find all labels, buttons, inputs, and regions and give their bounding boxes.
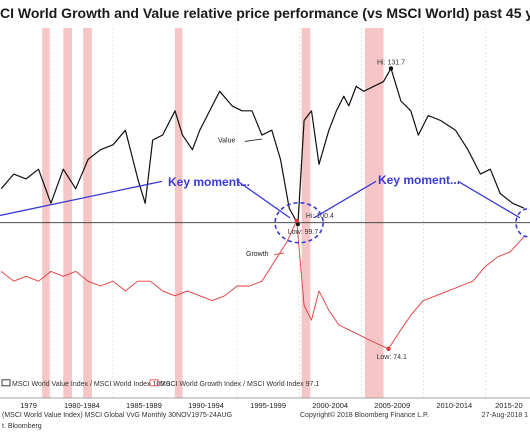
- shaded-periods: [42, 28, 384, 398]
- footer-date: 27-Aug-2018 1: [482, 412, 528, 419]
- shaded-period-3: [175, 28, 183, 398]
- value-label-arrow: [244, 138, 263, 142]
- low-bottom-marker: [386, 346, 391, 352]
- low-bottom-label: Low: 74.1: [377, 354, 407, 361]
- hi-mid-marker: [294, 218, 299, 223]
- shaded-period-1: [63, 28, 72, 398]
- x-tick-label: 1990-1994: [188, 401, 224, 410]
- series-lines: [0, 67, 525, 350]
- value-series-label: Value: [218, 137, 235, 144]
- key-moment-circle-left: [274, 201, 324, 244]
- legend-swatch-growth: [149, 379, 159, 387]
- legend: MSCI World Value Index / MSCI World Inde…: [1, 379, 528, 430]
- shaded-period-0: [42, 28, 50, 398]
- legend-value-label: MSCI World Value Index / MSCI World Inde…: [12, 381, 170, 388]
- chart-title: CI World Growth and Value relative price…: [0, 5, 530, 21]
- arrow-left-a: [0, 180, 163, 217]
- x-tick-labels: 1979 1980-1984 1985-1989 1990-1994 1995-1999…: [20, 401, 522, 410]
- series-line-value: [0, 67, 525, 225]
- shaded-period-5: [364, 28, 384, 398]
- shaded-period-2: [83, 28, 92, 398]
- growth-series-label: Growth: [246, 251, 269, 258]
- x-tick-label: 1980-1984: [64, 401, 100, 410]
- x-tick-label: 2005-2009: [374, 401, 410, 410]
- legend-swatch-value: [1, 379, 11, 387]
- x-tick-label: 2010-2014: [436, 401, 472, 410]
- growth-label-arrow: [273, 252, 285, 256]
- x-tick-label: 1995-1999: [250, 401, 286, 410]
- x-tick-label: 1985-1989: [126, 401, 162, 410]
- footer-source: t. Bloomberg: [2, 423, 42, 430]
- x-tick-label: 2015-20: [495, 401, 523, 410]
- series-line-growth: [0, 220, 525, 350]
- x-tick-label: 1979: [20, 401, 37, 410]
- hi-mid-label: Hi: 100.4: [306, 213, 334, 220]
- hi-top-marker: [388, 66, 394, 71]
- shaded-period-4: [301, 28, 311, 398]
- footer-copyright: Copyright© 2018 Bloomberg Finance L.P.: [300, 411, 429, 419]
- arrow-left-b: [237, 180, 291, 219]
- hi-top-label: Hi: 131.7: [377, 59, 405, 66]
- arrow-right-a: [313, 180, 377, 219]
- arrow-right-b: [457, 180, 521, 219]
- key-moment-right-label: Key moment...: [378, 173, 460, 187]
- footer-source-line: (MSCI World Value Index) MSCI Global VvG…: [2, 412, 232, 419]
- annotations: Hi: 131.7 Low: 74.1 Hi: 100.4 Low: 99.7 Key …: [0, 59, 530, 361]
- grid-lines: [0, 28, 530, 399]
- legend-growth-label: MSCI World Growth Index / MSCI World Ind…: [160, 381, 319, 388]
- x-tick-label: 2000-2004: [312, 401, 348, 410]
- key-moment-left-label: Key moment...: [168, 175, 250, 189]
- low-mid-marker: [295, 222, 300, 227]
- low-mid-label: Low: 99.7: [288, 229, 318, 236]
